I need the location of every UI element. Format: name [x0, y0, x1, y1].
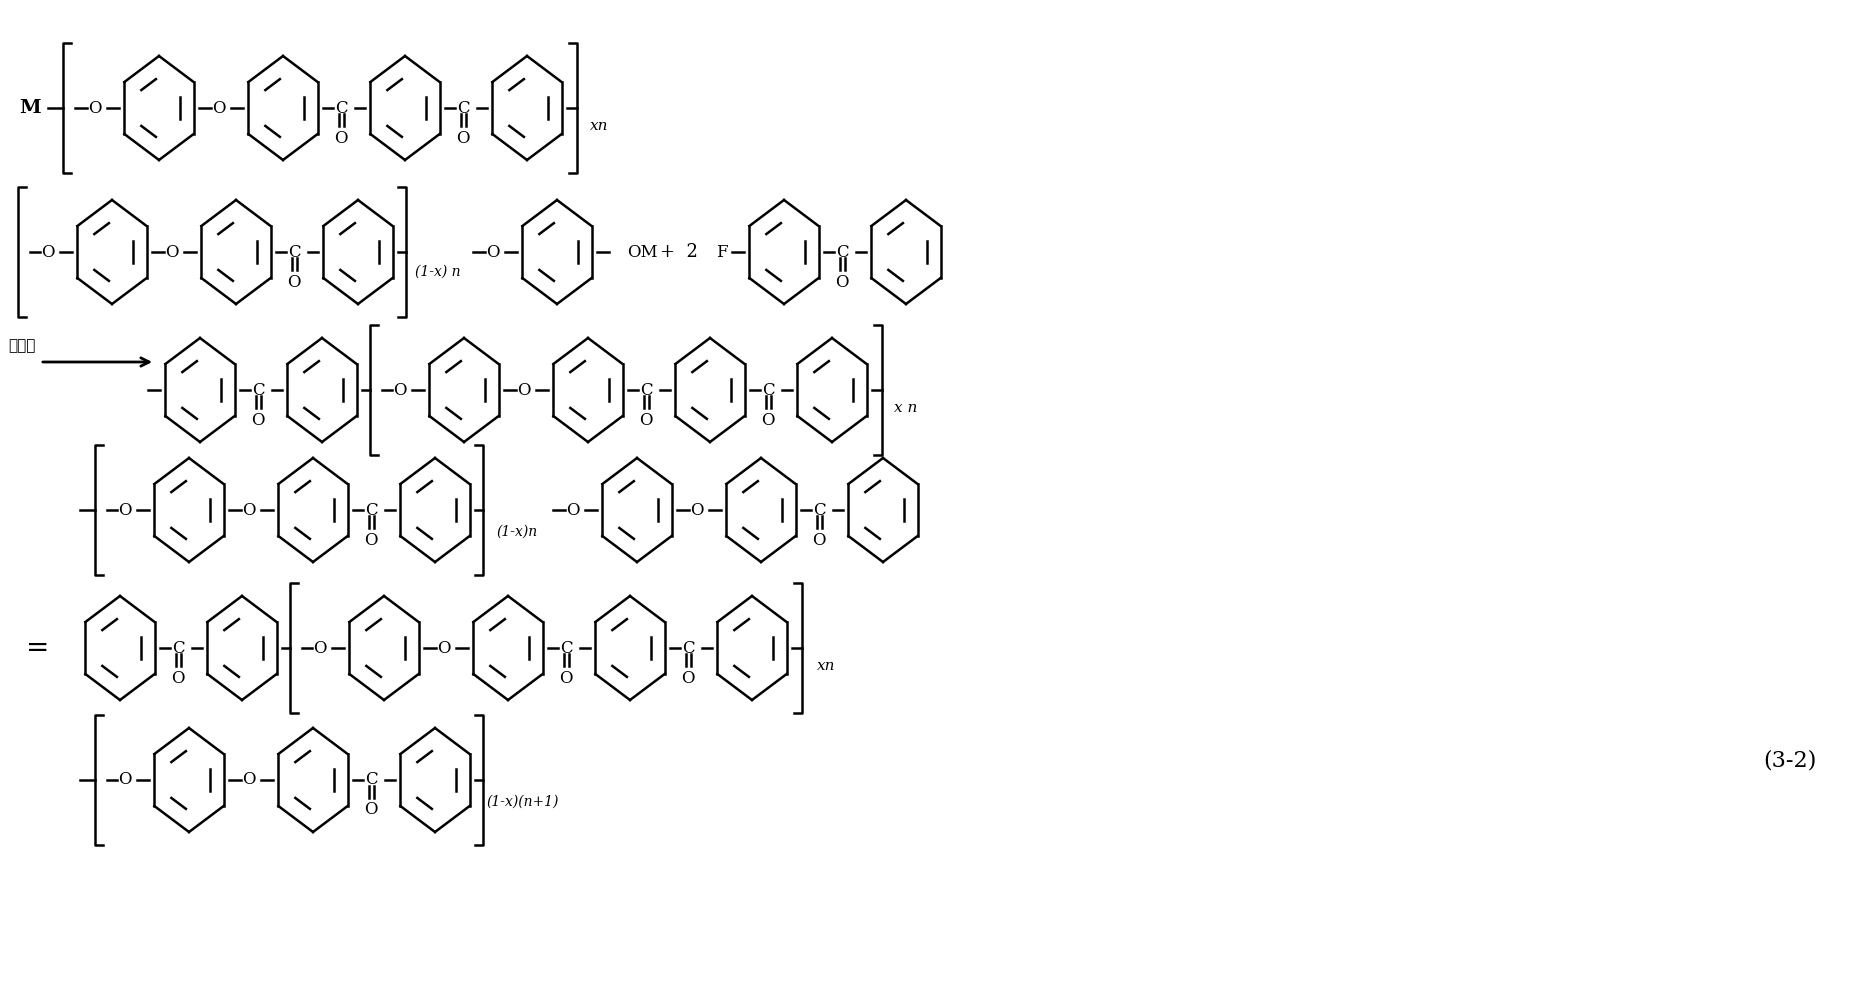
Text: O: O: [89, 100, 102, 117]
Text: (1-x) n: (1-x) n: [415, 265, 461, 279]
Text: O: O: [334, 129, 348, 146]
Text: O: O: [639, 411, 652, 428]
Text: xn: xn: [817, 659, 836, 673]
Text: O: O: [456, 129, 471, 146]
Text: O: O: [287, 274, 300, 291]
Text: O: O: [812, 532, 826, 549]
Text: (3-2): (3-2): [1764, 749, 1816, 771]
Text: O: O: [252, 411, 265, 428]
Text: C: C: [560, 639, 573, 656]
Text: x n: x n: [895, 401, 917, 415]
Text: +  2: + 2: [660, 243, 699, 261]
Text: O: O: [313, 639, 326, 656]
Text: O: O: [170, 669, 185, 686]
Text: OM: OM: [626, 243, 658, 261]
Text: O: O: [119, 772, 132, 789]
Text: O: O: [567, 502, 580, 519]
Text: O: O: [437, 639, 450, 656]
Text: (1-x)n: (1-x)n: [497, 525, 537, 539]
Text: O: O: [213, 100, 226, 117]
Text: C: C: [172, 639, 183, 656]
Text: O: O: [691, 502, 704, 519]
Text: O: O: [836, 274, 849, 291]
Text: C: C: [813, 502, 825, 519]
Text: 环丁砜: 环丁砜: [7, 339, 35, 353]
Text: O: O: [682, 669, 695, 686]
Text: C: C: [639, 381, 652, 398]
Text: C: C: [335, 100, 347, 117]
Text: (1-x)(n+1): (1-x)(n+1): [487, 795, 560, 809]
Text: O: O: [243, 772, 256, 789]
Text: O: O: [41, 243, 56, 261]
Text: C: C: [682, 639, 695, 656]
Text: M: M: [19, 99, 41, 117]
Text: C: C: [762, 381, 775, 398]
Text: O: O: [165, 243, 178, 261]
Text: O: O: [119, 502, 132, 519]
Text: C: C: [836, 243, 849, 261]
Text: F: F: [717, 243, 728, 261]
Text: C: C: [252, 381, 265, 398]
Text: O: O: [393, 381, 408, 398]
Text: xn: xn: [589, 119, 608, 133]
Text: C: C: [287, 243, 300, 261]
Text: O: O: [560, 669, 573, 686]
Text: C: C: [456, 100, 469, 117]
Text: =: =: [26, 634, 50, 661]
Text: O: O: [485, 243, 500, 261]
Text: O: O: [762, 411, 775, 428]
Text: O: O: [365, 532, 378, 549]
Text: O: O: [365, 802, 378, 819]
Text: O: O: [517, 381, 530, 398]
Text: O: O: [243, 502, 256, 519]
Text: C: C: [365, 502, 378, 519]
Text: C: C: [365, 772, 378, 789]
